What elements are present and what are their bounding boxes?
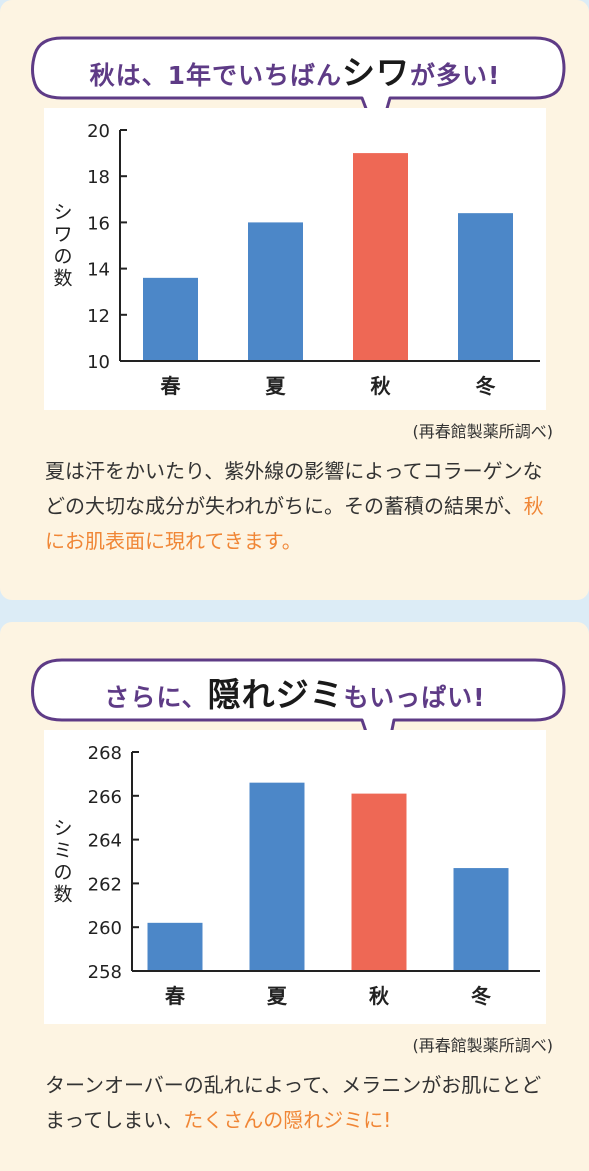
bubble-suffix: が多い! <box>410 61 501 90</box>
y-tick-label: 262 <box>88 874 122 895</box>
bubble-prefix: 秋は、1年でいちばん <box>89 61 342 90</box>
description: 夏は汗をかいたり、紫外線の影響によってコラーゲンなどの大切な成分が失われがちに。… <box>45 454 560 559</box>
category-label: 春 <box>160 374 182 398</box>
bar-0 <box>147 922 203 971</box>
spot-bar-chart: 春 夏 秋 冬 258 260 262 264 266 268 シミの数 <box>53 743 540 1008</box>
bar-1 <box>248 222 303 361</box>
source-note: (再春館製薬所調べ) <box>412 422 554 441</box>
description-text: 夏は汗をかいたり、紫外線の影響によってコラーゲンなどの大切な成分が失われがちに。… <box>45 459 543 518</box>
bubble-suffix: もいっぱい! <box>343 683 486 712</box>
bubble-headline: さらに、隠れジミもいっぱい! <box>30 668 560 716</box>
bar-0 <box>143 277 198 361</box>
spot-card: さらに、隠れジミもいっぱい! 春 夏 秋 冬 258 260 262 264 266 268 シミの… <box>0 622 589 1171</box>
y-tick-label: 266 <box>88 787 122 808</box>
description-highlight: たくさんの隠れジミに! <box>183 1108 392 1132</box>
y-axis-label: シワの数 <box>53 202 72 290</box>
y-tick-label: 258 <box>88 962 122 983</box>
y-tick-label: 260 <box>88 918 122 939</box>
category-label: 春 <box>164 984 186 1008</box>
description-highlight: 秋にお肌表面に現れてきます。 <box>45 494 544 553</box>
y-tick-label: 16 <box>87 213 110 234</box>
description-text: ターンオーバーの乱れによって、メラニンがお肌にとどまってしまい、 <box>45 1073 542 1132</box>
bar-3 <box>453 868 509 971</box>
bubble-emphasis: シワ <box>342 53 410 92</box>
y-tick-label: 12 <box>87 306 110 327</box>
y-tick-label: 14 <box>87 260 110 281</box>
source-note: (再春館製薬所調べ) <box>412 1036 554 1055</box>
y-axis-label: シミの数 <box>53 818 72 906</box>
wrinkle-card: 秋は、1年でいちばんシワが多い! 春 夏 秋 冬 10 12 14 16 18 20 シワの数 (再… <box>0 0 589 600</box>
y-tick-label: 264 <box>88 831 122 852</box>
bar-1 <box>249 782 305 971</box>
category-label: 夏 <box>267 984 288 1008</box>
y-tick-label: 18 <box>87 167 110 188</box>
bar-3 <box>458 213 513 361</box>
y-tick-label: 10 <box>87 352 110 373</box>
category-label: 冬 <box>476 374 496 398</box>
category-label: 秋 <box>371 374 392 398</box>
y-tick-label: 20 <box>87 121 110 142</box>
category-label: 冬 <box>471 984 491 1008</box>
bubble-emphasis: 隠れジミ <box>207 675 344 714</box>
bubble-headline: 秋は、1年でいちばんシワが多い! <box>30 46 560 94</box>
wrinkle-bar-chart: 春 夏 秋 冬 10 12 14 16 18 20 シワの数 <box>53 121 540 398</box>
bar-2 <box>353 153 408 361</box>
y-tick-label: 268 <box>88 743 122 764</box>
bubble-prefix: さらに、 <box>104 683 208 712</box>
category-label: 秋 <box>369 984 390 1008</box>
category-label: 夏 <box>266 374 287 398</box>
description: ターンオーバーの乱れによって、メラニンがお肌にとどまってしまい、たくさんの隠れジ… <box>45 1068 560 1138</box>
bar-2 <box>351 793 407 971</box>
